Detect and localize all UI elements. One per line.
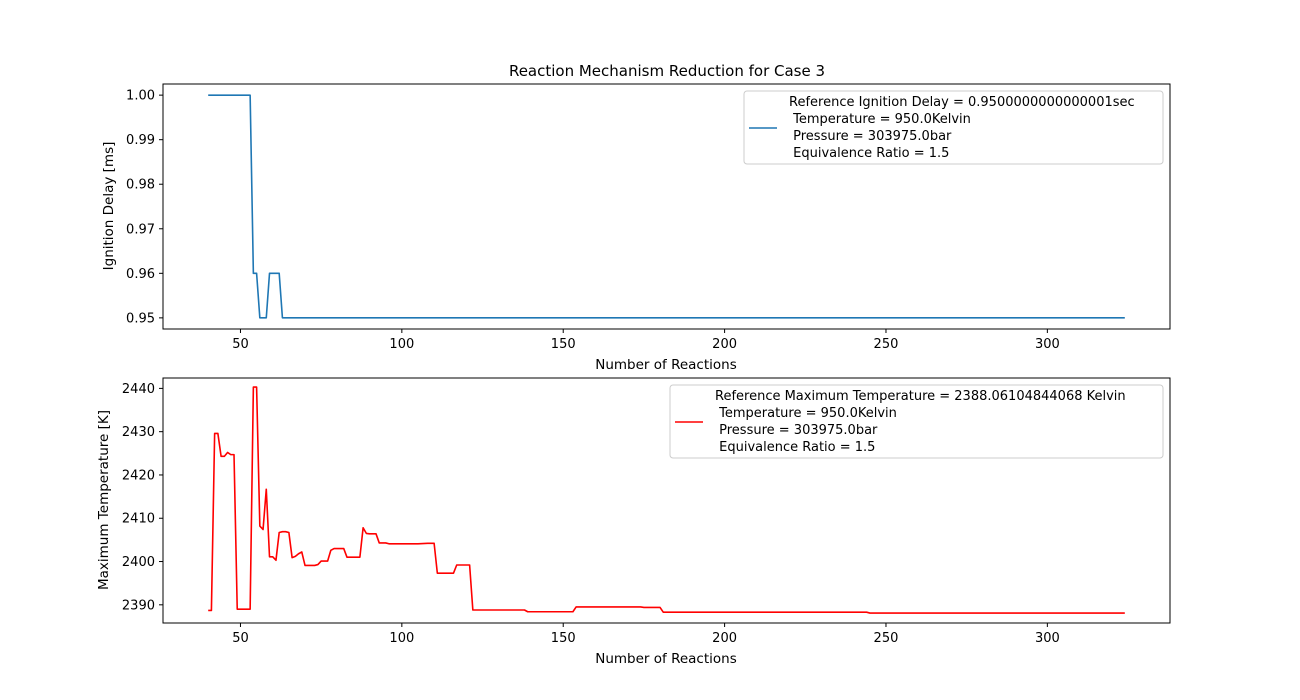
max-temperature-axes-frame <box>162 377 1171 624</box>
ignition-delay-x-tick-label: 250 <box>874 337 899 352</box>
ignition-delay-legend-line: Temperature = 950.0Kelvin <box>789 112 971 127</box>
ignition-delay-x-tick-label: 200 <box>712 337 737 352</box>
max-temperature-legend: Reference Maximum Temperature = 2388.061… <box>669 384 1164 459</box>
max-temperature-x-axis-label: Number of Reactions <box>595 651 737 667</box>
max-temperature-legend-box <box>669 384 1164 459</box>
max-temperature-x-tick-label: 100 <box>389 631 414 646</box>
max-temperature-series-line <box>208 386 1125 614</box>
ignition-delay-y-axis-label: Ignition Delay [ms] <box>101 142 117 271</box>
max-temperature-legend-label: Reference Maximum Temperature = 2388.061… <box>715 389 1126 455</box>
max-temperature-y-tick-label: 2390 <box>122 598 155 613</box>
chart-title: Reaction Mechanism Reduction for Case 3 <box>509 62 825 80</box>
max-temperature-x-tick-label: 200 <box>712 631 737 646</box>
ignition-delay-y-tick-label: 1.00 <box>126 89 155 104</box>
ignition-delay-y-tick-label: 0.95 <box>126 311 155 326</box>
ignition-delay-y-tick-label: 0.96 <box>126 267 155 282</box>
max-temperature-y-tick-label: 2440 <box>122 382 155 397</box>
ignition-delay-plot: 50 100 150 200 250 300 0.95 0.96 0.97 0.98 0.99 1.0… <box>101 83 1171 373</box>
max-temperature-x-tick-label: 250 <box>874 631 899 646</box>
max-temperature-legend-line: Pressure = 303975.0bar <box>715 423 878 438</box>
max-temperature-series-group <box>208 386 1125 614</box>
ignition-delay-axes-frame <box>162 83 1171 330</box>
max-temperature-y-axis-label: Maximum Temperature [K] <box>96 410 112 590</box>
max-temperature-legend-line: Reference Maximum Temperature = 2388.061… <box>715 389 1126 404</box>
max-temperature-x-tick-label: 50 <box>232 631 249 646</box>
ignition-delay-series-group <box>208 94 1125 319</box>
ignition-delay-x-tick-label: 300 <box>1035 337 1060 352</box>
ignition-delay-legend-line: Pressure = 303975.0bar <box>789 129 952 144</box>
max-temperature-ticks: 50 100 150 200 250 300 2390 2400 2410 2420 2430 244… <box>122 382 1060 646</box>
ignition-delay-y-tick-label: 0.99 <box>126 133 155 148</box>
max-temperature-x-tick-label: 300 <box>1035 631 1060 646</box>
max-temperature-legend-line: Temperature = 950.0Kelvin <box>715 406 897 421</box>
max-temperature-y-tick-label: 2400 <box>122 555 155 570</box>
ignition-delay-ticks: 50 100 150 200 250 300 0.95 0.96 0.97 0.98 0.99 1.0… <box>126 89 1060 352</box>
ignition-delay-legend: Reference Ignition Delay = 0.95000000000… <box>743 90 1164 165</box>
ignition-delay-legend-label: Reference Ignition Delay = 0.95000000000… <box>789 95 1135 161</box>
ignition-delay-y-tick-label: 0.98 <box>126 178 155 193</box>
max-temperature-y-tick-label: 2410 <box>122 512 155 527</box>
ignition-delay-x-tick-label: 150 <box>551 337 576 352</box>
ignition-delay-series-line <box>208 94 1125 319</box>
ignition-delay-legend-line: Reference Ignition Delay = 0.95000000000… <box>789 95 1135 110</box>
max-temperature-plot: 50 100 150 200 250 300 2390 2400 2410 2420 2430 244… <box>96 377 1171 667</box>
max-temperature-legend-line: Equivalence Ratio = 1.5 <box>715 440 875 455</box>
ignition-delay-x-tick-label: 100 <box>389 337 414 352</box>
max-temperature-y-tick-label: 2430 <box>122 425 155 440</box>
ignition-delay-legend-box <box>743 90 1164 165</box>
max-temperature-x-tick-label: 150 <box>551 631 576 646</box>
ignition-delay-legend-line: Equivalence Ratio = 1.5 <box>789 146 949 161</box>
ignition-delay-x-axis-label: Number of Reactions <box>595 357 737 373</box>
max-temperature-y-tick-label: 2420 <box>122 468 155 483</box>
ignition-delay-x-tick-label: 50 <box>232 337 249 352</box>
ignition-delay-y-tick-label: 0.97 <box>126 222 155 237</box>
